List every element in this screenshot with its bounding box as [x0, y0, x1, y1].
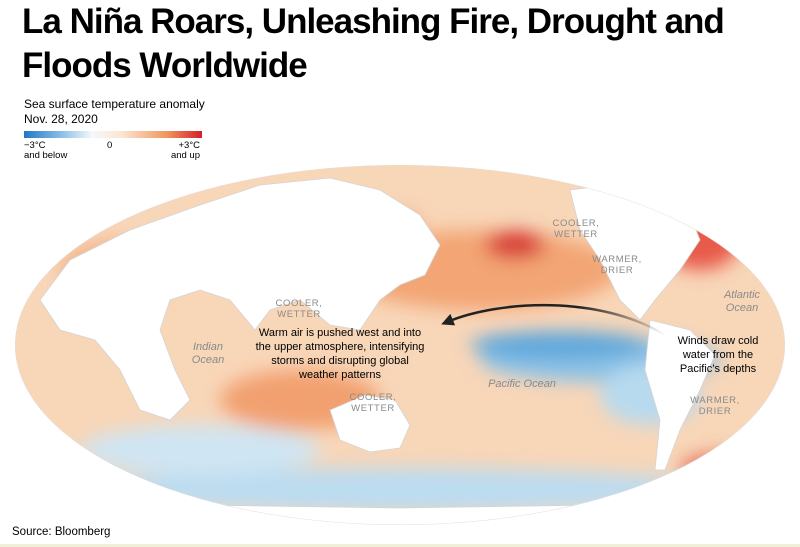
title: La Niña Roars, Unleashing Fire, Drought …: [22, 2, 725, 85]
region-label-line: COOLER,: [553, 218, 600, 229]
ocean-label-line: Ocean: [726, 302, 758, 314]
region-label-line: DRIER: [699, 406, 732, 417]
region-label-line: WETTER: [554, 229, 598, 240]
region-label: COOLER, WETTER: [553, 218, 600, 240]
bottom-rule: [0, 544, 800, 547]
legend-min-label: −3°C: [24, 140, 46, 151]
region-label: COOLER, WETTER: [276, 298, 323, 320]
wind-arrow: [441, 303, 666, 337]
region-label: COOLER, WETTER: [350, 392, 397, 414]
ocean-label-line: Indian: [193, 341, 223, 353]
region-label-line: WETTER: [277, 309, 321, 320]
ocean-label-line: Atlantic: [723, 289, 761, 301]
region-label: WARMER, DRIER: [592, 254, 642, 276]
ocean-label-line: Pacific Ocean: [488, 378, 556, 390]
region-label-line: COOLER,: [276, 298, 323, 309]
subtitle: Sea surface temperature anomaly: [24, 97, 205, 111]
annotation-line: water from the: [682, 349, 753, 361]
region-label-line: WARMER,: [592, 254, 642, 265]
annotation-line: Pacific’s depths: [680, 363, 757, 375]
legend-mid: 0: [107, 140, 113, 151]
legend-min: −3°C and below: [24, 141, 67, 161]
legend-bar: [24, 131, 202, 138]
source: Source: Bloomberg: [12, 526, 111, 538]
legend-min-note: and below: [24, 150, 68, 161]
region-label: WARMER, DRIER: [690, 395, 740, 417]
ocean-label: Pacific Ocean: [488, 378, 556, 390]
region-label-line: WARMER,: [690, 395, 740, 406]
legend-max: +3°C and up: [168, 141, 200, 161]
region-label-line: WETTER: [351, 403, 395, 414]
annotation: Warm air is pushed west and into the uppe…: [256, 327, 425, 381]
ocean-label: Indian Ocean: [192, 341, 224, 366]
annotation-line: storms and disrupting global: [271, 355, 409, 367]
annotation-line: weather patterns: [298, 369, 381, 381]
annotation: Winds draw cold water from the Pacific’s d…: [678, 335, 759, 375]
annotation-line: the upper atmosphere, intensifying: [256, 341, 425, 353]
region-label-line: COOLER,: [350, 392, 397, 403]
legend-max-label: +3°C: [178, 140, 201, 151]
date: Nov. 28, 2020: [24, 112, 98, 126]
ocean-label-line: Ocean: [192, 354, 224, 366]
annotation-line: Warm air is pushed west and into: [259, 327, 421, 339]
ocean-anomaly: [15, 165, 785, 525]
annotation-line: Winds draw cold: [678, 335, 759, 347]
ocean-label: Atlantic Ocean: [723, 289, 761, 314]
region-label-line: DRIER: [601, 265, 634, 276]
legend-max-note: and up: [170, 150, 200, 161]
